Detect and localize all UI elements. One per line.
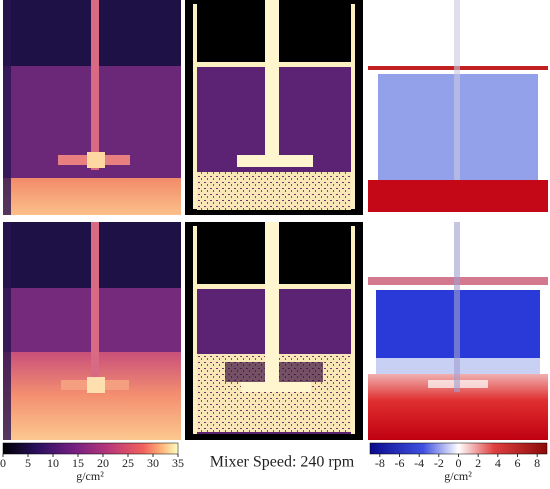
tick-label: -8 [375,456,385,470]
tick-label: 8 [534,456,540,470]
tick-label: 2 [475,456,481,470]
tick-label: 35 [172,456,184,470]
colorbar [369,442,548,455]
tick-label: -4 [414,456,424,470]
tick-label: 15 [72,456,84,470]
tick-label: 10 [47,456,59,470]
colorbar [2,442,179,455]
tick-label: 5 [25,456,31,470]
tick-label: 0 [456,456,462,470]
filtered-panel [185,0,363,215]
tick-label: 0 [0,456,6,470]
tick-label: 20 [97,456,109,470]
difference-panel [368,222,548,440]
colorbar-label: g/cm² [76,469,104,483]
tick-label: -6 [395,456,405,470]
title: Mixer Speed: 240 rpm [210,454,355,471]
density-panel [3,0,181,215]
density-panel [3,222,181,440]
tick-label: 25 [122,456,134,470]
tick-label: 6 [515,456,521,470]
colorbar-label: g/cm² [444,469,472,483]
tick-label: 4 [495,456,501,470]
difference-panel [368,0,548,215]
filtered-panel [185,222,363,440]
tick-label: 30 [147,456,159,470]
tick-label: -2 [434,456,444,470]
